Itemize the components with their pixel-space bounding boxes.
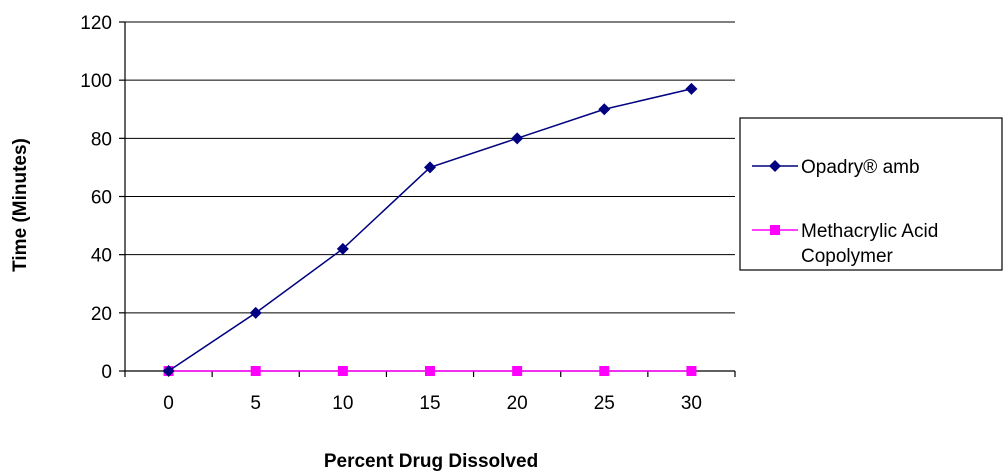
legend-entry-opadry: Opadry® amb xyxy=(752,157,920,178)
x-tick-label-15: 15 xyxy=(419,393,440,414)
y-tick-label-80: 80 xyxy=(91,129,112,150)
series-1-point-1 xyxy=(250,366,261,376)
legend: Opadry® amb Methacrylic Acid Copolymer xyxy=(739,117,1003,271)
x-tick-label-30: 30 xyxy=(681,393,702,414)
y-tick-label-60: 60 xyxy=(91,188,112,209)
legend-label-opadry: Opadry® amb xyxy=(801,157,920,178)
legend-entry-methacrylic: Methacrylic Acid Copolymer xyxy=(752,221,938,267)
y-axis-title: Time (Minutes) xyxy=(10,138,31,272)
y-tick-label-100: 100 xyxy=(80,71,112,92)
x-tick-label-0: 0 xyxy=(163,393,174,414)
series-1-point-5 xyxy=(599,366,610,376)
series-0-point-0 xyxy=(162,365,175,377)
series-1-point-2 xyxy=(337,366,348,376)
legend-marker-methacrylic xyxy=(770,225,780,235)
y-tick-label-20: 20 xyxy=(91,304,112,325)
legend-marker-opadry xyxy=(769,160,781,172)
x-tick-label-5: 5 xyxy=(250,393,261,414)
series-0-point-5 xyxy=(598,103,611,116)
series-1-point-4 xyxy=(512,366,523,376)
legend-label-methacrylic-line1: Methacrylic Acid xyxy=(801,221,938,242)
x-tick-labels: 0 5 10 15 20 25 30 xyxy=(124,371,736,414)
y-tick-label-0: 0 xyxy=(101,362,112,383)
series-0-point-6 xyxy=(685,82,698,95)
y-tick-label-120: 120 xyxy=(80,13,112,34)
series-0-point-1 xyxy=(249,306,262,319)
series xyxy=(162,82,698,377)
x-axis-title: Percent Drug Dissolved xyxy=(324,451,538,472)
x-tick-label-25: 25 xyxy=(594,393,615,414)
legend-label-methacrylic-line2: Copolymer xyxy=(801,246,894,267)
series-0-point-2 xyxy=(336,242,349,255)
x-tick-label-20: 20 xyxy=(507,393,528,414)
series-1-point-3 xyxy=(425,366,435,376)
x-tick-label-10: 10 xyxy=(332,393,353,414)
series-1 xyxy=(163,366,697,376)
series-0-point-3 xyxy=(424,161,436,174)
series-0-line xyxy=(168,88,692,372)
series-0-point-4 xyxy=(511,132,524,145)
y-tick-label-40: 40 xyxy=(91,246,112,267)
gridlines xyxy=(125,21,735,314)
y-tick-labels: 0 20 40 60 80 100 120 xyxy=(80,13,125,383)
series-0 xyxy=(162,82,698,377)
legend-box xyxy=(739,117,1003,271)
series-1-point-6 xyxy=(686,366,697,376)
